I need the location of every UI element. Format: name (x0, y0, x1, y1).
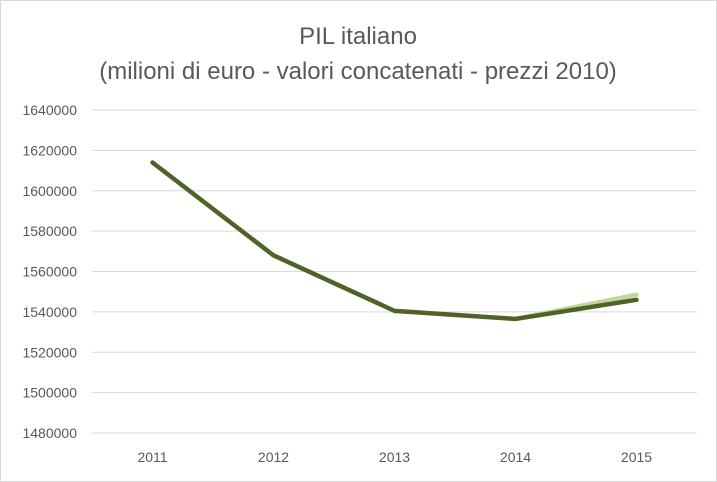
y-tick-label: 1620000 (22, 142, 77, 158)
x-tick-label: 2015 (621, 449, 652, 465)
y-tick-label: 1480000 (22, 425, 77, 441)
x-axis-ticks: 2011 2012 2013 2014 2015 (137, 449, 652, 465)
series-line (150, 160, 639, 322)
chart-subtitle: (milioni di euro - valori concatenati - … (99, 58, 617, 85)
x-tick-label: 2014 (500, 449, 531, 465)
series-group (150, 160, 639, 322)
gridlines (92, 109, 697, 434)
x-tick-label: 2012 (258, 449, 289, 465)
y-tick-label: 1580000 (22, 223, 77, 239)
x-tick-label: 2011 (137, 449, 167, 465)
y-tick-label: 1640000 (22, 102, 77, 118)
chart-title: PIL italiano (299, 23, 417, 50)
y-tick-label: 1520000 (22, 344, 77, 360)
y-tick-label: 1560000 (22, 264, 77, 280)
x-tick-label: 2013 (379, 449, 410, 465)
y-tick-label: 1540000 (22, 304, 77, 320)
y-tick-label: 1500000 (22, 385, 77, 401)
y-tick-label: 1600000 (22, 183, 77, 199)
y-axis-ticks: 1480000 1500000 1520000 1540000 1560000 15800… (22, 102, 77, 441)
